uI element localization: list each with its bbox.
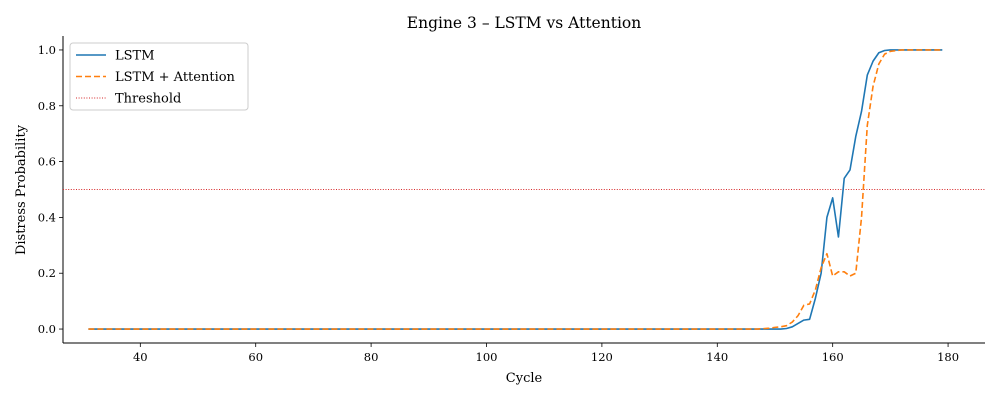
y-axis-label: Distress Probability	[14, 124, 29, 255]
x-tick-label: 120	[591, 350, 613, 364]
legend-box	[69, 42, 249, 111]
series-line-2	[88, 49, 943, 330]
x-axis-label: Cycle	[506, 371, 543, 386]
x-tick-label: 100	[476, 350, 498, 364]
legend-label: LSTM + Attention	[115, 70, 236, 85]
legend-label: Threshold	[115, 92, 181, 107]
x-tick-label: 160	[822, 350, 844, 364]
legend: LSTM LSTM + Attention Threshold	[69, 42, 249, 111]
y-tick-label: 0.6	[38, 155, 56, 169]
legend-label: LSTM	[115, 49, 155, 64]
x-tick-label: 140	[706, 350, 728, 364]
x-tick-label: 80	[364, 350, 379, 364]
x-tick-label: 40	[133, 350, 148, 364]
y-tick-label: 1.0	[38, 43, 56, 57]
x-tick-label: 180	[937, 350, 959, 364]
y-tick-label: 0.0	[38, 322, 56, 336]
x-tick-label: 60	[248, 350, 263, 364]
plot-area: 40 60 80 100 120 140 160 180 0.0 0.2 0.4 0.6 0.8 1.0	[38, 36, 985, 364]
y-tick-label: 0.4	[38, 210, 56, 224]
series-line-1	[88, 49, 943, 330]
y-tick-label: 0.2	[38, 266, 56, 280]
y-tick-label: 0.8	[38, 99, 56, 113]
chart-title: Engine 3 – LSTM vs Attention	[407, 14, 641, 32]
